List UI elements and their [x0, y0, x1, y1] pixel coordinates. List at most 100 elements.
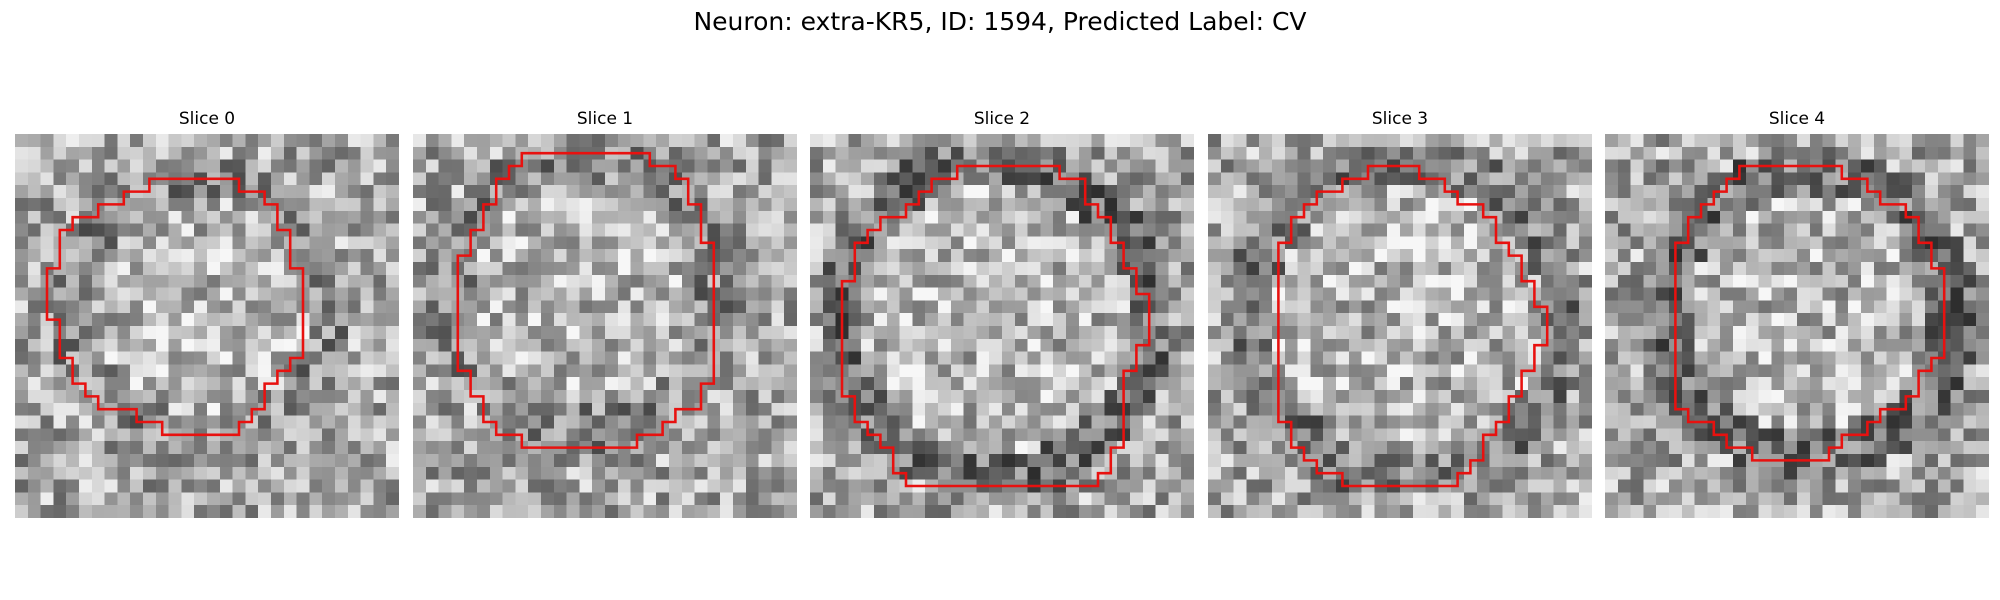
image-pixel	[1630, 428, 1644, 442]
image-pixel	[1310, 492, 1324, 506]
image-pixel	[1950, 377, 1964, 391]
image-pixel	[643, 415, 657, 429]
image-pixel	[707, 454, 721, 468]
image-pixel	[976, 210, 990, 224]
image-pixel	[194, 415, 208, 429]
image-pixel	[1361, 390, 1375, 404]
image-pixel	[669, 351, 683, 365]
image-pixel	[322, 313, 336, 327]
image-pixel	[950, 223, 964, 237]
image-pixel	[515, 377, 529, 391]
image-pixel	[79, 492, 93, 506]
image-pixel	[1233, 441, 1247, 455]
image-pixel	[1605, 428, 1619, 442]
image-pixel	[1489, 313, 1503, 327]
image-pixel	[194, 377, 208, 391]
image-pixel	[1078, 454, 1092, 468]
image-pixel	[1733, 402, 1747, 416]
image-pixel	[219, 223, 233, 237]
image-pixel	[1425, 428, 1439, 442]
image-pixel	[1091, 492, 1105, 506]
image-pixel	[1155, 441, 1169, 455]
image-pixel	[963, 274, 977, 288]
image-pixel	[79, 415, 93, 429]
image-pixel	[91, 223, 105, 237]
image-pixel	[1053, 492, 1067, 506]
image-pixel	[309, 466, 323, 480]
image-pixel	[1310, 338, 1324, 352]
image-pixel	[309, 210, 323, 224]
image-pixel	[1873, 505, 1887, 518]
image-pixel	[1078, 441, 1092, 455]
image-pixel	[1091, 223, 1105, 237]
image-pixel	[1104, 185, 1118, 199]
image-pixel	[15, 313, 29, 327]
image-pixel	[1310, 428, 1324, 442]
image-pixel	[413, 326, 427, 340]
image-pixel	[1950, 185, 1964, 199]
image-pixel	[1438, 210, 1452, 224]
image-pixel	[15, 364, 29, 378]
image-pixel	[1451, 454, 1465, 468]
image-pixel	[1220, 223, 1234, 237]
image-pixel	[438, 274, 452, 288]
image-pixel	[502, 377, 516, 391]
image-pixel	[1733, 134, 1747, 148]
image-pixel	[874, 492, 888, 506]
image-pixel	[477, 159, 491, 173]
image-pixel	[335, 172, 349, 186]
image-pixel	[425, 300, 439, 314]
image-pixel	[1912, 300, 1926, 314]
image-pixel	[464, 338, 478, 352]
image-pixel	[592, 505, 606, 518]
image-pixel	[1873, 326, 1887, 340]
image-pixel	[1745, 505, 1759, 518]
image-pixel	[104, 364, 118, 378]
image-pixel	[694, 185, 708, 199]
image-pixel	[1259, 377, 1273, 391]
image-pixel	[1566, 172, 1580, 186]
image-pixel	[1758, 185, 1772, 199]
image-pixel	[373, 338, 387, 352]
image-pixel	[386, 364, 399, 378]
image-pixel	[605, 287, 619, 301]
image-pixel	[1809, 172, 1823, 186]
image-pixel	[1771, 210, 1785, 224]
image-pixel	[950, 210, 964, 224]
image-pixel	[810, 300, 824, 314]
image-pixel	[528, 390, 542, 404]
image-pixel	[1848, 402, 1862, 416]
image-pixel	[1451, 402, 1465, 416]
image-pixel	[861, 159, 875, 173]
image-pixel	[938, 134, 952, 148]
image-pixel	[707, 415, 721, 429]
image-pixel	[194, 249, 208, 263]
image-pixel	[1168, 428, 1182, 442]
image-pixel	[1605, 402, 1619, 416]
image-pixel	[1733, 236, 1747, 250]
image-pixel	[1656, 428, 1670, 442]
image-pixel	[1104, 338, 1118, 352]
image-pixel	[938, 159, 952, 173]
image-pixel	[1104, 134, 1118, 148]
image-pixel	[1707, 300, 1721, 314]
image-pixel	[1323, 326, 1337, 340]
image-pixel	[912, 210, 926, 224]
image-pixel	[1002, 287, 1016, 301]
image-pixel	[707, 492, 721, 506]
image-pixel	[194, 492, 208, 506]
image-pixel	[874, 274, 888, 288]
image-pixel	[1617, 377, 1631, 391]
image-pixel	[296, 428, 310, 442]
image-pixel	[1208, 210, 1222, 224]
image-pixel	[605, 300, 619, 314]
image-pixel	[1694, 351, 1708, 365]
image-pixel	[1835, 185, 1849, 199]
image-pixel	[1002, 313, 1016, 327]
image-pixel	[1220, 428, 1234, 442]
image-pixel	[1861, 236, 1875, 250]
image-pixel	[1142, 223, 1156, 237]
image-pixel	[681, 351, 695, 365]
image-pixel	[1809, 466, 1823, 480]
image-pixel	[617, 172, 631, 186]
